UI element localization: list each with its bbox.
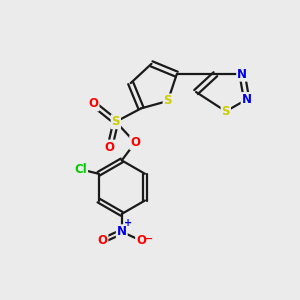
Text: O: O: [130, 136, 140, 149]
Text: O: O: [88, 98, 98, 110]
Text: −: −: [144, 234, 153, 244]
Text: N: N: [237, 68, 247, 81]
Text: S: S: [221, 105, 230, 118]
Text: S: S: [112, 115, 120, 128]
Text: O: O: [98, 234, 107, 247]
Text: Cl: Cl: [74, 163, 87, 176]
Text: O: O: [136, 234, 146, 247]
Text: N: N: [117, 225, 127, 238]
Text: O: O: [105, 140, 115, 154]
Text: N: N: [242, 93, 252, 106]
Text: S: S: [164, 94, 172, 107]
Text: +: +: [124, 218, 132, 228]
